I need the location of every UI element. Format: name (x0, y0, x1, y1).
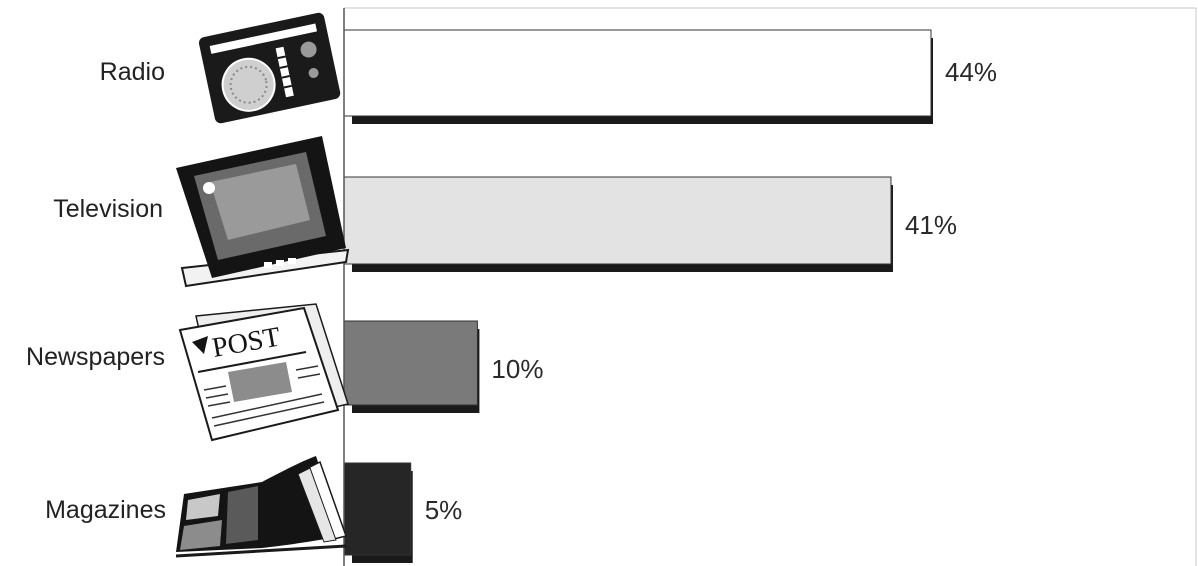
category-label-newspapers: Newspapers (26, 343, 165, 371)
value-label-radio: 44% (945, 57, 997, 87)
value-label-newspapers: 10% (491, 354, 543, 384)
category-label-radio: Radio (100, 58, 165, 86)
category-label-television: Television (53, 195, 163, 223)
bar-television (343, 176, 892, 265)
magazine-icon (175, 456, 347, 558)
bar-newspapers (343, 320, 478, 406)
value-label-television: 41% (905, 210, 957, 240)
radio-icon (198, 12, 341, 124)
bars-group (343, 29, 933, 563)
newspaper-icon: POST (178, 303, 349, 442)
television-icon (176, 136, 350, 288)
bar-magazines (343, 462, 412, 556)
bar-radio (343, 29, 932, 117)
value-label-magazines: 5% (425, 495, 463, 525)
plot-frame (344, 7, 1197, 566)
category-label-magazines: Magazines (45, 496, 166, 524)
